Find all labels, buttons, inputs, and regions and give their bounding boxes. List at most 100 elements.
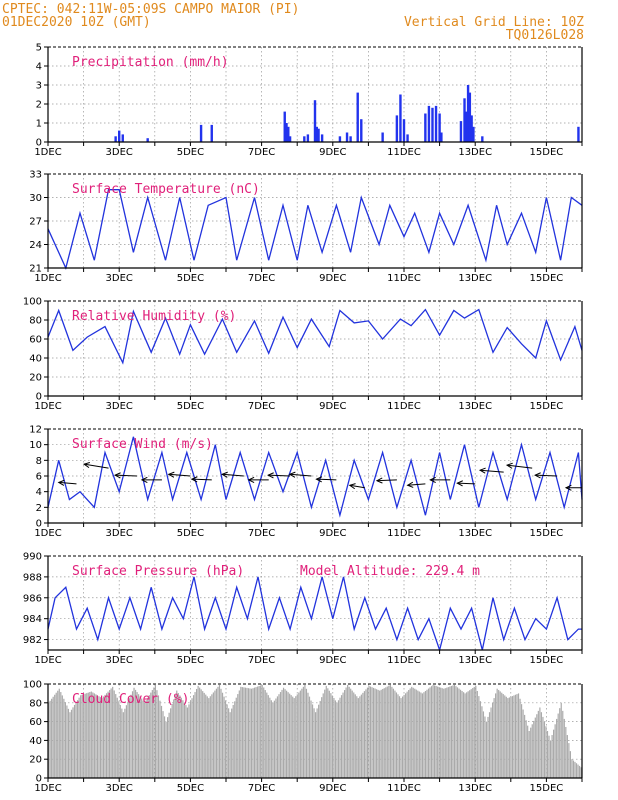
- cloud-bar: [339, 697, 341, 778]
- cloud-bar: [488, 712, 491, 778]
- cloud-bar: [566, 735, 568, 778]
- cloud-bar: [194, 692, 196, 778]
- x-tick-label: 13DEC: [458, 783, 492, 794]
- series-line: [47, 308, 583, 365]
- cloud-bar: [244, 687, 247, 778]
- cloud-bar: [156, 690, 158, 778]
- y-tick-label: 27: [29, 217, 42, 228]
- cloud-bar: [371, 687, 373, 778]
- cloud-bar: [565, 726, 567, 778]
- cloud-bar: [80, 695, 82, 778]
- cloud-bar: [234, 701, 236, 778]
- precip-bar: [395, 115, 399, 142]
- x-tick-label: 9DEC: [319, 655, 346, 666]
- cloud-bar: [318, 704, 320, 778]
- precip-bar: [303, 136, 306, 142]
- x-tick-label: 5DEC: [177, 655, 204, 666]
- x-tick-label: 9DEC: [319, 783, 346, 794]
- cloud-bar: [157, 695, 160, 778]
- cloud-bar: [81, 694, 83, 778]
- cloud-bar: [95, 694, 97, 778]
- cloud-bar: [89, 692, 91, 778]
- x-tick-label: 11DEC: [387, 655, 421, 666]
- wind-arrow-head: [429, 476, 436, 483]
- cloud-bar: [411, 686, 413, 778]
- header-station: CPTEC: 042:11W-05:09S CAMPO MAIOR (PI): [2, 2, 299, 17]
- cloud-bar: [325, 685, 327, 778]
- x-tick-label: 1DEC: [34, 401, 61, 412]
- precip-bar: [285, 123, 288, 142]
- cloud-bar: [568, 743, 570, 778]
- cloud-bar: [462, 692, 465, 778]
- x-tick-label: 3DEC: [106, 401, 133, 412]
- y-tick-label: 21: [29, 264, 42, 275]
- cloud-bar: [70, 709, 73, 778]
- cloud-bar: [450, 686, 452, 778]
- cloud-bar: [441, 688, 443, 778]
- cloud-bar: [191, 698, 193, 778]
- cloud-bar: [472, 688, 474, 778]
- y-tick-label: 8: [36, 456, 42, 467]
- cloud-bar: [226, 704, 228, 778]
- cloud-bar: [107, 691, 109, 778]
- cloud-bar: [246, 687, 248, 778]
- cloud-bar: [340, 695, 343, 778]
- cloud-bar: [383, 688, 385, 778]
- cloud-bar: [330, 693, 332, 778]
- cloud-bar: [540, 712, 543, 778]
- cloud-bar: [449, 686, 451, 778]
- cloud-bar: [215, 688, 218, 778]
- precip-bar: [466, 85, 470, 142]
- cloud-bar: [382, 688, 384, 778]
- cloud-bar: [386, 686, 388, 778]
- cloud-bar: [115, 694, 117, 778]
- cloud-bar: [470, 689, 472, 778]
- cloud-bar: [392, 688, 395, 778]
- cloud-bar: [276, 696, 279, 778]
- cloud-bar: [293, 698, 295, 778]
- x-tick-label: 9DEC: [319, 528, 346, 539]
- cloud-bar: [356, 696, 358, 778]
- precip-bar: [114, 136, 117, 142]
- wind-arrow: [84, 463, 109, 469]
- cloud-bar: [206, 696, 208, 778]
- cloud-bar: [363, 691, 366, 778]
- wind-arrow-head: [190, 476, 198, 483]
- cloud-bar: [289, 693, 291, 778]
- cloud-bar: [221, 692, 224, 778]
- x-tick-label: 13DEC: [458, 655, 492, 666]
- wind-arrow-head: [505, 462, 513, 469]
- cloud-bar: [536, 714, 538, 778]
- precip-bar: [406, 134, 409, 142]
- cloud-bar: [308, 696, 311, 778]
- cloud-bar: [415, 689, 417, 778]
- wind-arrow: [289, 473, 312, 477]
- y-tick-label: 60: [29, 717, 42, 728]
- cloud-bar: [180, 697, 182, 778]
- cloud-bar: [51, 698, 53, 778]
- x-tick-label: 13DEC: [458, 528, 492, 539]
- cloud-bar: [424, 690, 427, 778]
- cloud-bar: [183, 702, 185, 778]
- cloud-bar: [545, 726, 547, 778]
- precip-bar: [317, 128, 320, 142]
- cloud-bar: [57, 690, 59, 778]
- cloud-bar: [124, 708, 126, 778]
- cloud-bar: [217, 686, 219, 778]
- cloud-bar: [574, 761, 576, 778]
- cloud-bar: [66, 705, 68, 778]
- cloud-bar: [151, 690, 153, 778]
- wind-arrow: [506, 464, 533, 469]
- cloud-bar: [406, 691, 408, 778]
- cloud-bar: [420, 692, 422, 778]
- cloud-bar: [260, 685, 262, 778]
- cloud-bar: [365, 689, 367, 778]
- cloud-bar: [182, 700, 184, 778]
- cloud-bar: [121, 708, 123, 778]
- y-tick-label: 40: [29, 354, 42, 365]
- wind-arrow-head: [267, 472, 274, 479]
- cloud-bar: [374, 688, 376, 778]
- cloud-bar: [322, 693, 324, 778]
- cloud-bar: [131, 691, 134, 778]
- cloud-bar: [475, 685, 477, 778]
